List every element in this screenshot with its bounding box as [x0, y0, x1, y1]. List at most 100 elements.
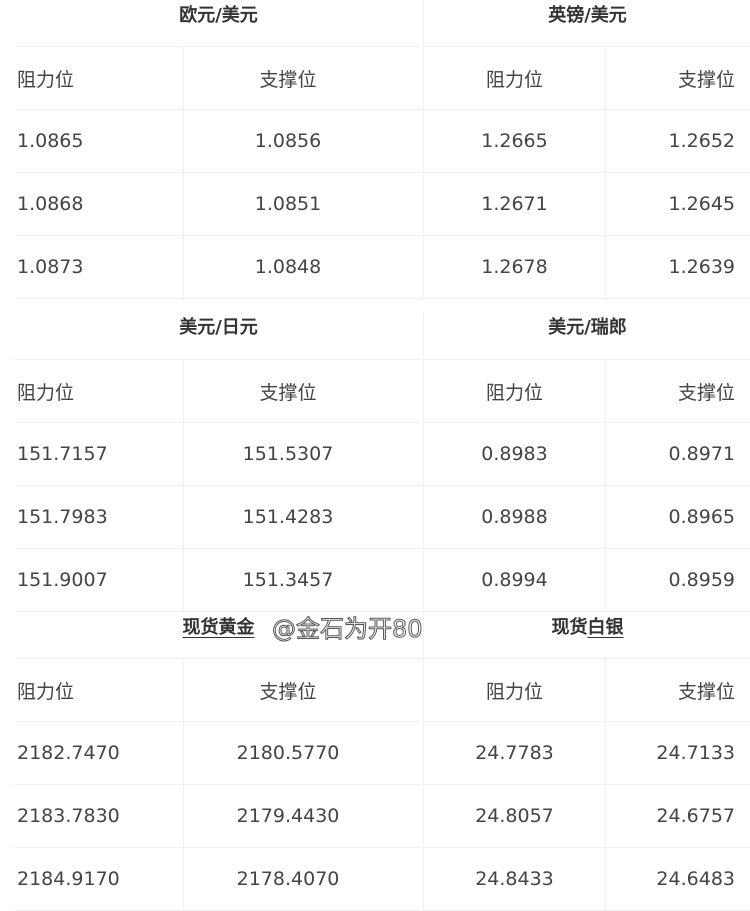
table-right: 现货白银 阻力位 支撑位 24.7783 24.7133 24.8057 24.6757 24… [423, 612, 750, 911]
table-row: 1.2678 1.2639 [424, 236, 750, 299]
table-title: 美元/瑞郎 [424, 313, 750, 360]
resistance-cell: 阻力位 [15, 659, 184, 721]
cell-text: 支撑位 [677, 381, 735, 404]
resistance-cell: 1.0865 [15, 110, 184, 172]
cell-text: 阻力位 [17, 680, 75, 703]
resistance-cell: 阻力位 [15, 47, 184, 109]
resistance-cell: 1.0868 [15, 173, 184, 235]
title-underlined-text: 白银 [587, 617, 624, 638]
resistance-cell: 阻力位 [424, 659, 606, 721]
cell-text: 0.8971 [668, 443, 735, 465]
support-cell: 0.8959 [606, 549, 750, 611]
resistance-cell: 24.7783 [424, 722, 606, 784]
table-row: 2183.7830 2179.4430 [15, 785, 422, 848]
cell-text: 1.0868 [17, 193, 84, 215]
cell-text: 1.2645 [668, 193, 735, 215]
table-row: 1.2671 1.2645 [424, 173, 750, 236]
support-cell: 2180.5770 [184, 722, 422, 784]
resistance-cell: 2182.7470 [15, 722, 184, 784]
table-row: 151.9007 151.3457 [15, 549, 422, 612]
cell-text: 2182.7470 [17, 742, 120, 764]
table-row: 1.2665 1.2652 [424, 110, 750, 173]
cell-text: 1.2665 [481, 130, 548, 152]
title-text: 美元/瑞郎 [548, 317, 627, 338]
resistance-cell: 24.8057 [424, 785, 606, 847]
table-row: 151.7157 151.5307 [15, 423, 422, 486]
cell-text: 24.7133 [656, 742, 735, 764]
cell-text: 支撑位 [259, 381, 317, 404]
cell-text: 151.7157 [17, 443, 108, 465]
resistance-cell: 151.9007 [15, 549, 184, 611]
cell-text: 1.2671 [481, 193, 548, 215]
table-right: 英镑/美元 阻力位 支撑位 1.2665 1.2652 1.2671 1.2645 1.267… [423, 0, 750, 299]
table-row: 2182.7470 2180.5770 [15, 722, 422, 785]
resistance-cell: 1.2665 [424, 110, 606, 172]
table-title: 欧元/美元 [15, 0, 422, 47]
table-title: 英镑/美元 [424, 0, 750, 47]
support-cell: 支撑位 [606, 360, 750, 422]
resistance-cell: 阻力位 [15, 360, 184, 422]
table-left: 现货黄金阻力位 支撑位 2182.7470 2180.5770 2183.7830 217… [15, 612, 422, 911]
header-row: 阻力位 支撑位 [424, 47, 750, 110]
support-cell: 1.2639 [606, 236, 750, 298]
table-title: 现货白银 [424, 612, 750, 659]
resistance-cell: 阻力位 [424, 360, 606, 422]
support-cell: 支撑位 [606, 47, 750, 109]
support-cell: 151.3457 [184, 549, 422, 611]
support-cell: 0.8971 [606, 423, 750, 485]
support-cell: 1.0856 [184, 110, 422, 172]
cell-text: 阻力位 [17, 68, 75, 91]
support-cell: 24.7133 [606, 722, 750, 784]
cell-text: 24.7783 [475, 742, 554, 764]
resistance-cell: 0.8988 [424, 486, 606, 548]
cell-text: 24.6757 [656, 805, 735, 827]
cell-text: 1.2678 [481, 256, 548, 278]
support-cell: 0.8965 [606, 486, 750, 548]
cell-text: 0.8988 [481, 506, 548, 528]
table-row: 1.0868 1.0851 [15, 173, 422, 236]
resistance-cell: 151.7983 [15, 486, 184, 548]
cell-text: 支撑位 [677, 680, 735, 703]
support-cell: 2179.4430 [184, 785, 422, 847]
cell-text: 0.8965 [668, 506, 735, 528]
cell-text: 1.0873 [17, 256, 84, 278]
resistance-cell: 0.8983 [424, 423, 606, 485]
table-row: 2184.9170 2178.4070 [15, 848, 422, 911]
support-cell: 151.4283 [184, 486, 422, 548]
cell-text: 151.4283 [242, 506, 334, 528]
resistance-cell: 阻力位 [424, 47, 606, 109]
cell-text: 24.6483 [656, 868, 735, 890]
resistance-cell: 1.2678 [424, 236, 606, 298]
resistance-cell: 151.7157 [15, 423, 184, 485]
table-row: 0.8994 0.8959 [424, 549, 750, 612]
title-text: 欧元/美元 [179, 5, 258, 26]
cell-text: 2184.9170 [17, 868, 120, 890]
title-text: 美元/日元 [179, 317, 258, 338]
table-row: 1.0873 1.0848 [15, 236, 422, 299]
watermark: @金石为开80 [272, 615, 424, 644]
cell-text: 阻力位 [17, 381, 75, 404]
support-cell: 支撑位 [606, 659, 750, 721]
support-cell: 支撑位 [184, 659, 422, 721]
header-row: 阻力位 支撑位 [424, 659, 750, 722]
cell-text: 2179.4430 [236, 805, 340, 827]
support-cell: 24.6757 [606, 785, 750, 847]
cell-text: 2178.4070 [236, 868, 340, 890]
cell-text: 0.8959 [668, 569, 735, 591]
cell-text: 支撑位 [259, 680, 317, 703]
cell-text: 24.8057 [475, 805, 554, 827]
title-text: 现货 [551, 617, 588, 638]
cell-text: 0.8983 [481, 443, 548, 465]
cell-text: 阻力位 [485, 680, 543, 703]
cell-text: 支撑位 [259, 68, 317, 91]
cell-text: 支撑位 [677, 68, 735, 91]
support-cell: 1.0848 [184, 236, 422, 298]
support-cell: 1.2645 [606, 173, 750, 235]
resistance-cell: 0.8994 [424, 549, 606, 611]
table-left: 欧元/美元 阻力位 支撑位 1.0865 1.0856 1.0868 1.0851 1.087… [15, 0, 422, 299]
header-row: 阻力位 支撑位 [15, 360, 422, 423]
cell-text: 151.7983 [17, 506, 108, 528]
table-row: 24.8057 24.6757 [424, 785, 750, 848]
table-title: 现货黄金 [15, 612, 422, 659]
